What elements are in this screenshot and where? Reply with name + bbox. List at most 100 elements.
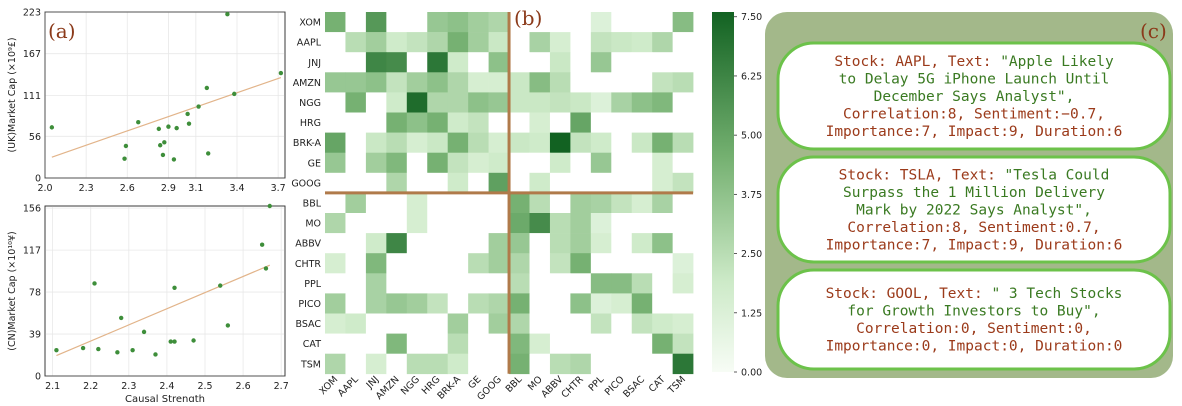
heatmap-cell <box>365 172 387 194</box>
heatmap-cell <box>325 152 346 174</box>
heatmap-cell <box>406 213 428 234</box>
heatmap-cell <box>529 233 551 254</box>
heatmap-cell <box>672 313 694 334</box>
heatmap-cell <box>509 172 530 194</box>
card-line: Correlation:8, Sentiment:−0.7, <box>843 106 1105 122</box>
heatmap-cell <box>427 293 448 314</box>
heatmap-cell <box>447 192 469 214</box>
heatmap-cell <box>427 253 448 274</box>
heatmap-cell <box>406 233 428 254</box>
heatmap-cell <box>570 32 592 53</box>
panel-label-a: (a) <box>48 19 76 43</box>
heatmap-cell <box>345 233 367 254</box>
card-text-span: "Apple Likely <box>1000 54 1114 70</box>
scatter-point <box>267 203 272 209</box>
heatmap-cell <box>345 12 367 33</box>
plot-border <box>44 11 286 179</box>
heatmap-cell <box>406 92 428 113</box>
heatmap-cell <box>529 253 551 274</box>
heatmap-cell <box>345 92 367 113</box>
heatmap-cell <box>365 72 387 93</box>
scatter-point <box>259 242 265 247</box>
row-label: AAPL <box>297 38 322 49</box>
heatmap-cell <box>529 313 551 334</box>
scatter-point <box>158 143 163 148</box>
heatmap-cell <box>468 152 489 174</box>
heatmap-cell <box>652 253 673 274</box>
heatmap-cell <box>386 253 408 274</box>
row-label: CHTR <box>295 259 322 270</box>
x-tick-label: 3.4 <box>229 183 244 194</box>
colorbar-tick-label: 0.00 <box>741 368 762 379</box>
heatmap-cell <box>529 72 551 93</box>
heatmap-cell <box>672 172 694 194</box>
heatmap-cell <box>386 213 408 234</box>
scatter-point <box>206 151 211 156</box>
row-label: JNJ <box>307 58 321 69</box>
colorbar-tick-label: 3.75 <box>741 190 762 201</box>
heatmap-cell <box>386 353 408 375</box>
heatmap-cell <box>345 213 367 234</box>
heatmap-cell <box>611 313 633 334</box>
heatmap-cell <box>365 112 387 133</box>
heatmap-cell <box>345 353 367 375</box>
heatmap-cell <box>427 12 448 33</box>
scatter-point <box>80 345 86 351</box>
heatmap-cell <box>468 333 489 354</box>
uk-scatter-plot: 2.0 2.3 2.6 2.9 3.1 3.4 3.7 0 56 111 167 223 (UK)Mar… <box>7 8 286 195</box>
heatmap-cell <box>488 253 510 274</box>
heatmap-cell <box>570 192 592 214</box>
heatmap-cell <box>427 152 448 174</box>
heatmap-cell <box>386 192 408 214</box>
heatmap-cell <box>611 253 633 274</box>
heatmap-cell <box>468 112 489 133</box>
heatmap-cell <box>447 12 469 33</box>
scatter-point <box>54 347 59 353</box>
heatmap-cell <box>672 52 694 73</box>
scatter-point <box>174 125 179 131</box>
heatmap-cell <box>365 313 387 334</box>
heatmap-cell <box>325 132 346 153</box>
heatmap-cell <box>570 273 592 294</box>
card-line: to Delay 5G iPhone Launch Until <box>839 71 1110 87</box>
heatmap-cell <box>590 213 612 234</box>
heatmap-cell <box>570 132 592 153</box>
heatmap-cell <box>529 12 551 33</box>
heatmap-cell <box>406 313 428 334</box>
heatmap-cell <box>468 32 489 53</box>
heatmap-cell <box>468 52 489 73</box>
heatmap-cell <box>549 213 571 234</box>
x-tick-label: 2.5 <box>197 381 212 392</box>
heatmap-cell <box>611 112 633 133</box>
heatmap-cell <box>406 333 428 354</box>
heatmap-cell <box>345 253 367 274</box>
heatmap-cell <box>345 333 367 354</box>
heatmap-cell <box>652 72 673 93</box>
heatmap-cell <box>447 233 469 254</box>
card-line: Correlation:0, Sentiment:0, <box>856 321 1092 337</box>
heatmap-cell <box>447 273 469 294</box>
trend-line <box>51 76 282 158</box>
heatmap-cell <box>652 233 673 254</box>
news-card <box>776 268 1172 371</box>
scatter-point <box>123 143 129 149</box>
card-text-span: Stock: TSLA, Text: <box>839 167 1005 183</box>
causal-heatmap: XOMXOMAAPLAAPLJNJJNJAMZNAMZNNGGNGGHRGHRG… <box>291 12 694 403</box>
heatmap-cell <box>325 213 346 234</box>
row-label: GE <box>308 158 321 169</box>
heatmap-cell <box>509 293 530 314</box>
heatmap-cell <box>529 92 551 113</box>
heatmap-cell <box>631 293 653 314</box>
y-tick-label: 0 <box>35 372 41 383</box>
heatmap-cell <box>447 253 469 274</box>
heatmap-cell <box>365 213 387 234</box>
column-label: BRK-A <box>435 374 463 402</box>
heatmap-cell <box>672 132 694 153</box>
scatter-point <box>49 125 55 130</box>
heatmap-cell <box>406 12 428 33</box>
colorbar-tick-label: 7.50 <box>741 12 762 23</box>
heatmap-cell <box>345 192 367 214</box>
heatmap-cell <box>672 333 694 354</box>
heatmap-cell <box>549 333 571 354</box>
